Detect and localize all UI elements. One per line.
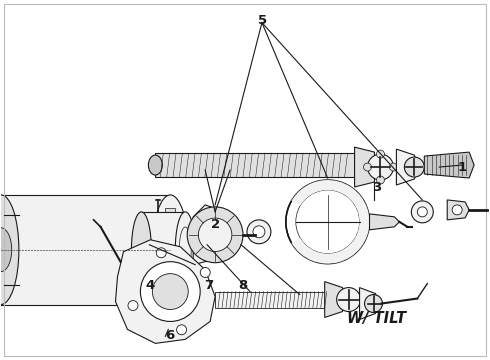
Circle shape [376,150,385,158]
Polygon shape [355,147,374,187]
Wedge shape [292,180,369,264]
Circle shape [390,163,397,171]
Text: 7: 7 [204,279,213,292]
Circle shape [364,163,371,171]
Circle shape [141,262,200,321]
Circle shape [404,157,424,177]
Circle shape [452,205,462,215]
Circle shape [200,267,210,278]
Ellipse shape [148,155,162,175]
Circle shape [152,274,188,310]
Ellipse shape [175,212,195,288]
Text: 5: 5 [258,14,267,27]
Polygon shape [360,288,379,319]
Polygon shape [165,208,175,216]
Circle shape [128,301,138,311]
Text: W/ TILT: W/ TILT [347,311,406,325]
Ellipse shape [131,212,151,288]
Polygon shape [165,284,175,292]
Circle shape [337,288,361,311]
Text: 3: 3 [372,181,381,194]
Ellipse shape [0,195,19,305]
Polygon shape [1,195,171,305]
Circle shape [376,176,385,184]
Polygon shape [369,214,399,230]
Polygon shape [325,282,343,318]
Text: 1: 1 [458,161,467,174]
Circle shape [417,207,427,217]
Circle shape [247,220,271,244]
Circle shape [412,201,433,223]
Text: 8: 8 [238,279,247,292]
Polygon shape [142,212,185,288]
Circle shape [365,294,383,312]
Polygon shape [396,149,419,185]
Polygon shape [447,200,469,220]
Circle shape [198,218,232,252]
Text: 4: 4 [145,279,154,292]
Ellipse shape [0,228,12,272]
Polygon shape [116,240,215,343]
Circle shape [187,207,243,263]
Circle shape [253,226,265,238]
Circle shape [368,154,393,180]
Polygon shape [215,292,330,307]
Text: 6: 6 [165,329,174,342]
Polygon shape [155,153,355,177]
Polygon shape [193,205,237,265]
Text: 2: 2 [211,218,220,231]
Ellipse shape [152,195,188,305]
Circle shape [156,248,166,258]
Circle shape [176,325,187,335]
Polygon shape [424,152,474,178]
